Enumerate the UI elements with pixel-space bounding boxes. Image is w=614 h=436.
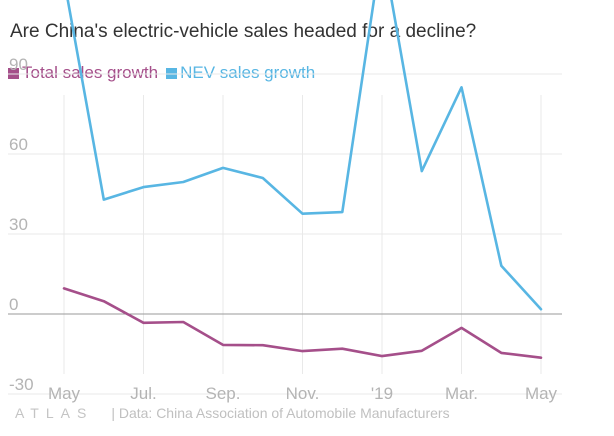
x-tick-label-0: May (48, 384, 81, 403)
x-tick-label-1: Jul. (130, 384, 156, 403)
legend-swatch-total (8, 67, 19, 79)
x-tick-label-6: May (525, 384, 558, 403)
legend-item-nev: NEV sales growth (166, 63, 315, 83)
y-tick-label-4: 30 (9, 215, 28, 234)
legend-swatch-nev (166, 67, 178, 79)
legend-item-total: Total sales growth (8, 63, 158, 83)
y-tick-label-3: 60 (9, 135, 28, 154)
y-tick-label-6: -30 (9, 375, 34, 394)
brand-logo: ATLAS (15, 405, 94, 421)
legend: Total sales growth NEV sales growth (8, 63, 323, 83)
legend-label-nev: NEV sales growth (180, 63, 316, 82)
y-tick-label-2: 90 (9, 55, 28, 74)
footer: ATLAS | Data: China Association of Autom… (15, 405, 450, 421)
x-tick-label-3: Nov. (286, 384, 320, 403)
legend-label-total: Total sales growth (22, 63, 159, 82)
nev-sales-line (66, 0, 543, 311)
x-tick-label-5: Mar. (445, 384, 478, 403)
x-tick-label-4: '19 (371, 384, 393, 403)
source-note: | Data: China Association of Automobile … (111, 405, 450, 421)
total-sales-line (62, 287, 543, 360)
chart-title: Are China's electric-vehicle sales heade… (10, 21, 477, 42)
y-tick-label-5: 0 (9, 295, 18, 314)
x-tick-label-2: Sep. (206, 384, 241, 403)
